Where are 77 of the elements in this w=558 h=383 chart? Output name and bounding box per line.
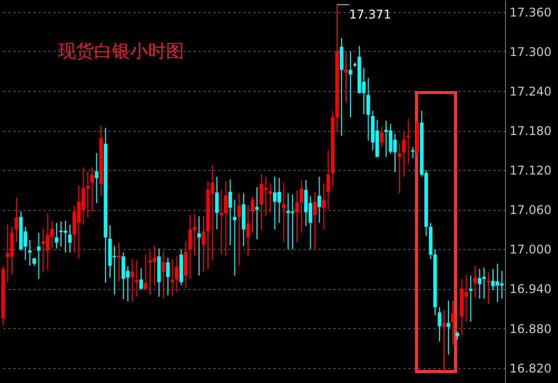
candlestick xyxy=(348,50,352,118)
candlestick xyxy=(326,150,330,210)
candlestick xyxy=(366,77,370,141)
candlestick xyxy=(451,300,455,346)
candlestick xyxy=(402,131,406,178)
candlestick xyxy=(68,224,72,253)
candlestick xyxy=(197,216,201,276)
candlestick xyxy=(175,256,179,293)
candlestick xyxy=(300,179,304,234)
candlestick xyxy=(59,220,63,248)
y-tick-label: 17.000 xyxy=(510,242,552,257)
candlestick xyxy=(380,126,384,148)
candlestick xyxy=(393,133,397,173)
candlestick xyxy=(81,166,86,226)
candlestick xyxy=(86,170,90,218)
candlestick xyxy=(170,258,174,296)
candlestick xyxy=(36,232,41,280)
candlestick xyxy=(313,191,317,250)
candlestick xyxy=(290,194,294,250)
y-tick-label: 17.060 xyxy=(510,203,552,218)
text: 现货白银小时图 xyxy=(58,41,184,62)
y-tick-label: 16.880 xyxy=(510,322,552,336)
candlestick xyxy=(144,254,148,290)
candlestick xyxy=(272,176,277,230)
y-tick-label: 17.180 xyxy=(510,124,552,138)
candlestick xyxy=(28,239,32,266)
candlestick xyxy=(250,196,254,234)
candlestick xyxy=(468,275,472,322)
candlestick xyxy=(14,197,18,242)
candlestick xyxy=(482,267,486,300)
candlestick xyxy=(228,178,232,246)
candlestick xyxy=(117,242,121,282)
candlestick xyxy=(295,190,299,242)
candlestick xyxy=(318,176,322,224)
candlestick xyxy=(72,205,76,253)
candlestick xyxy=(322,182,326,230)
candlestick xyxy=(134,260,138,298)
candlestick xyxy=(438,306,442,342)
y-tick-label: 17.240 xyxy=(510,84,552,98)
candlestick xyxy=(224,180,228,256)
candlestick xyxy=(130,258,134,302)
candlestick xyxy=(10,226,14,275)
y-tick-label: 17.360 xyxy=(510,5,552,20)
candlestick xyxy=(54,222,58,250)
candlestick xyxy=(282,182,286,242)
candlestick xyxy=(220,189,224,255)
candlestick xyxy=(94,152,98,204)
candlestick xyxy=(255,186,259,240)
candlestick xyxy=(184,240,188,288)
candlestick xyxy=(152,245,156,286)
candlestick xyxy=(162,251,166,298)
candlestick xyxy=(246,204,250,256)
candlestick xyxy=(442,309,446,372)
candlestick xyxy=(202,216,206,272)
annotation: 17.371 xyxy=(349,8,392,22)
candlestick xyxy=(304,179,308,227)
candlestick xyxy=(464,274,468,322)
candlestick xyxy=(90,166,94,212)
candlestick xyxy=(268,182,272,213)
candlestick xyxy=(260,174,264,231)
candlestick xyxy=(166,257,170,296)
candlestick xyxy=(139,268,143,290)
y-tick-label: 16.820 xyxy=(510,361,552,376)
candlestick xyxy=(446,300,450,356)
candlestick xyxy=(398,143,402,194)
candlestick xyxy=(491,268,495,291)
candlestick xyxy=(277,177,281,224)
candlestick xyxy=(215,176,219,230)
candlestick xyxy=(50,220,54,250)
y-tick-label: 17.300 xyxy=(510,44,552,59)
candlestick xyxy=(340,38,344,136)
candlestick xyxy=(473,265,477,298)
candlestick xyxy=(122,252,126,300)
candlestick xyxy=(344,50,348,104)
candlestick xyxy=(237,192,241,266)
y-tick-label: 16.940 xyxy=(510,282,552,296)
y-tick-label: 17.120 xyxy=(510,164,552,178)
